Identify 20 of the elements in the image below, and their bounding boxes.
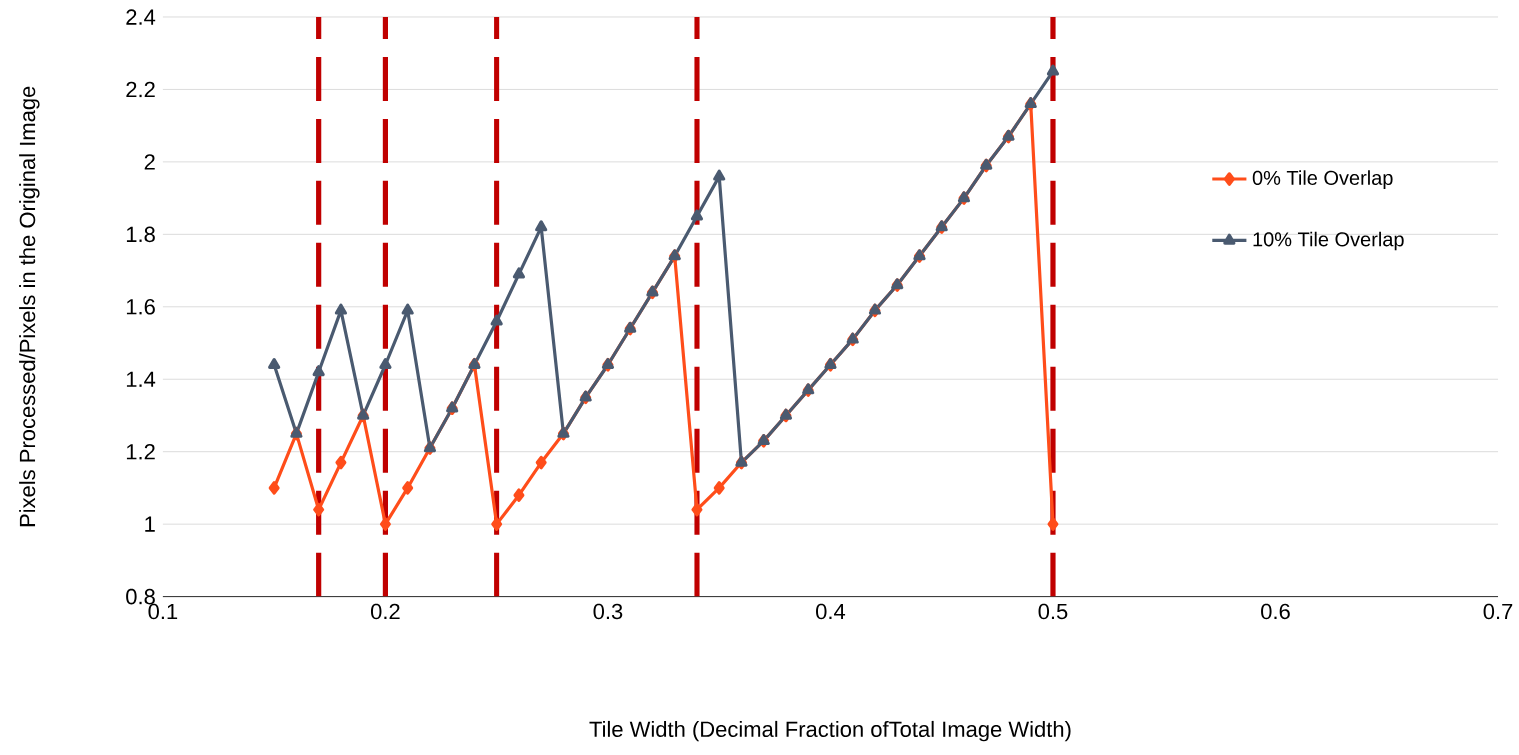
x-tick-label: 0.2 [370, 603, 400, 620]
y-tick-label: 0.8 [126, 589, 155, 605]
x-axis-title: Tile Width (Decimal Fraction ofTotal Image Width) [589, 721, 1071, 742]
y-tick-label: 1.6 [126, 299, 155, 315]
y-tick-label: 1 [145, 516, 155, 532]
y-tick-label: 1.2 [126, 444, 155, 460]
y-tick-label: 1.4 [126, 371, 156, 388]
y-tick-label: 2.4 [126, 9, 156, 25]
legend-label: 0% Tile Overlap [1252, 170, 1393, 190]
y-tick-label: 1.8 [126, 226, 155, 243]
x-tick-label: 0.1 [148, 603, 178, 620]
y-axis-title: Pixels Processed/Pixels in the Original Image [19, 86, 40, 527]
x-tick-label: 0.6 [1261, 603, 1290, 620]
y-tick-label: 2 [144, 154, 155, 170]
x-tick-label: 0.5 [1038, 603, 1068, 620]
legend-label: 10% Tile Overlap [1253, 231, 1404, 251]
x-tick-label: 0.7 [1483, 603, 1513, 620]
y-tick-label: 2.2 [126, 82, 155, 98]
x-tick-label: 0.3 [593, 603, 623, 620]
x-tick-label: 0.4 [816, 603, 846, 620]
